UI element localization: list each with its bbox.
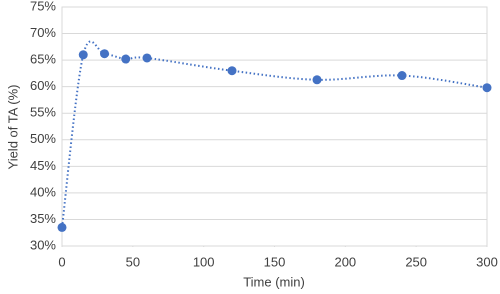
- y-tick-label: 40%: [30, 184, 56, 199]
- data-point: [142, 53, 152, 63]
- x-tick-label: 100: [193, 254, 215, 269]
- data-point: [227, 66, 237, 76]
- y-tick-label: 45%: [30, 158, 56, 173]
- y-tick-label: 75%: [30, 0, 56, 13]
- plot-border: [61, 6, 488, 247]
- y-tick-label: 60%: [30, 78, 56, 93]
- data-point: [78, 50, 88, 60]
- y-tick-label: 55%: [30, 105, 56, 120]
- trend-line: [61, 40, 488, 228]
- x-tick-label: 0: [58, 254, 65, 269]
- data-point: [482, 83, 492, 93]
- x-tick-label: 150: [264, 254, 286, 269]
- data-point: [312, 75, 322, 85]
- x-axis-title: Time (min): [243, 274, 305, 289]
- y-tick-label: 50%: [30, 131, 56, 146]
- x-tick-label: 50: [126, 254, 140, 269]
- y-tick-label: 35%: [30, 211, 56, 226]
- x-tick-label: 250: [405, 254, 427, 269]
- x-tick-label: 300: [476, 254, 498, 269]
- y-tick-label: 70%: [30, 25, 56, 40]
- data-point: [397, 71, 407, 81]
- y-tick-label: 30%: [30, 237, 56, 252]
- data-point: [100, 49, 109, 59]
- y-tick-label: 65%: [30, 52, 56, 67]
- x-tick-label: 200: [334, 254, 356, 269]
- data-point: [121, 54, 131, 64]
- y-axis-title: Yield of TA (%): [5, 84, 20, 169]
- data-point: [57, 222, 67, 232]
